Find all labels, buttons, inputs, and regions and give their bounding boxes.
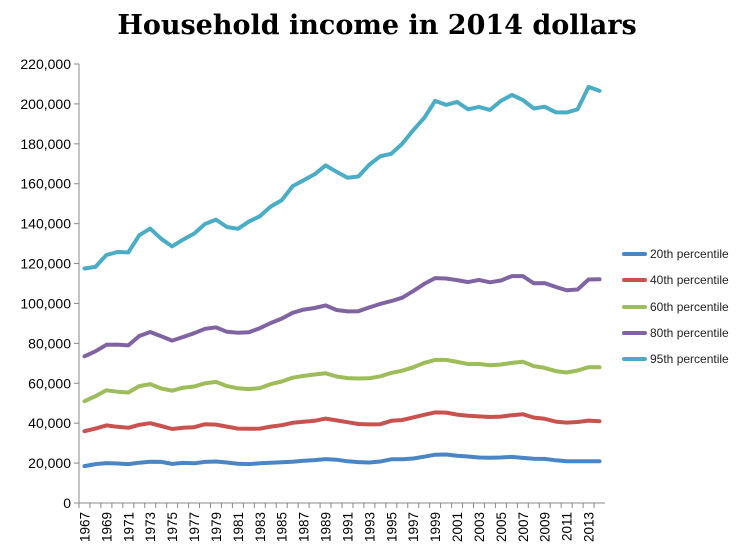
legend-swatch [622,331,647,336]
x-tick-label: 1967 [77,512,92,542]
x-tick-label: 2007 [516,512,531,542]
series-line [82,274,602,359]
legend-label: 95th percentile [650,352,729,367]
x-tick-label: 2009 [538,512,553,542]
x-tick-label: 2003 [472,512,487,542]
legend: 20th percentile 40th percentile 60th perce… [622,241,729,372]
x-tick-label: 1991 [340,512,355,542]
x-tick-label: 2011 [560,512,575,541]
legend-label: 20th percentile [650,247,729,262]
legend-item: 80th percentile [622,320,729,346]
x-tick-label: 1969 [99,512,114,542]
x-tick-label: 1977 [187,512,202,542]
x-tick-label: 1997 [406,512,421,542]
legend-item: 20th percentile [622,241,729,267]
legend-label: 80th percentile [650,326,729,341]
legend-swatch [622,278,647,283]
series-line [82,84,602,271]
x-tick-label: 1979 [209,512,224,542]
x-tick-label: 1971 [121,512,136,542]
x-axis-ticks: 1967 1969 1971 1973 1975 1977 1979 1981 1983 1985… [77,503,597,542]
y-tick-label: 140,000 [20,216,71,232]
series-line [82,452,602,469]
y-axis-ticks: 0 20,000 40,000 60,000 80,000 100,000 120,000 1… [20,56,79,511]
x-tick-label: 1989 [319,512,334,542]
x-tick-label: 1973 [143,512,158,542]
y-tick-label: 220,000 [20,56,71,72]
x-tick-label: 1983 [253,512,268,542]
x-tick-label: 2001 [450,512,465,542]
legend-label: 40th percentile [650,273,729,288]
y-tick-label: 40,000 [28,415,71,431]
x-tick-label: 2013 [582,512,597,542]
y-tick-label: 180,000 [20,136,71,152]
y-tick-label: 80,000 [28,335,71,351]
series-lines [82,84,602,469]
y-tick-label: 0 [63,495,71,511]
y-tick-label: 100,000 [20,295,71,311]
legend-item: 95th percentile [622,346,729,372]
series-line [82,357,602,404]
legend-label: 60th percentile [650,299,729,314]
x-tick-label: 1987 [297,512,312,542]
y-tick-label: 20,000 [28,455,71,471]
legend-swatch [622,304,647,309]
x-tick-label: 1999 [428,512,443,542]
legend-item: 40th percentile [622,267,729,293]
x-tick-label: 1995 [384,512,399,542]
x-tick-label: 1985 [275,512,290,542]
legend-item: 60th percentile [622,294,729,320]
legend-swatch [622,252,647,257]
y-tick-label: 60,000 [28,375,71,391]
x-tick-label: 2005 [494,512,509,542]
axes [78,64,605,504]
x-tick-label: 1975 [165,512,180,542]
series-line [82,410,602,434]
y-tick-label: 160,000 [20,176,71,192]
x-tick-label: 1981 [231,512,246,542]
y-tick-label: 200,000 [20,96,71,112]
x-tick-label: 1993 [362,512,377,542]
legend-swatch [622,357,647,362]
chart-title: Household income in 2014 dollars [117,10,637,41]
y-tick-label: 120,000 [20,256,71,272]
